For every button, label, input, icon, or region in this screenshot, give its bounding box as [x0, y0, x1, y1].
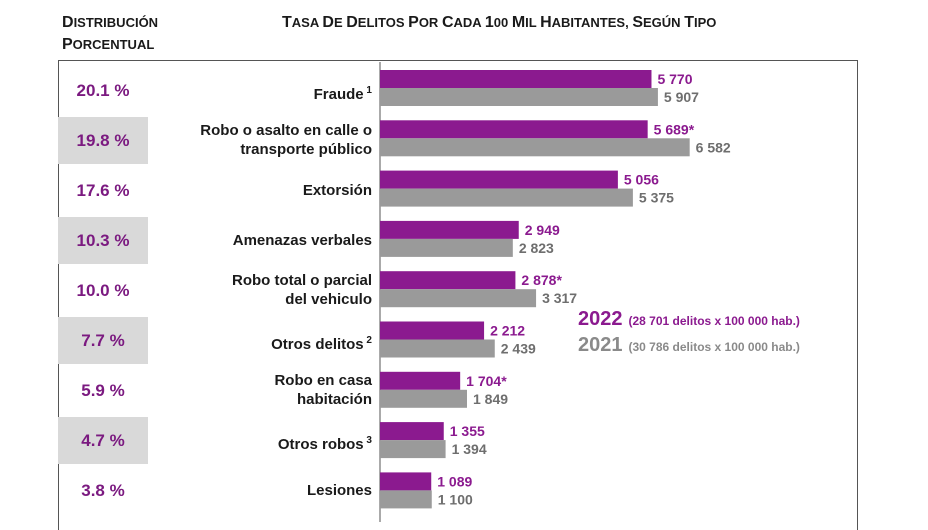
data-label-2021-2: 5 375	[639, 190, 674, 206]
chart-frame	[58, 60, 858, 530]
percent-cell-3: 10.3 %	[58, 217, 148, 264]
footnote-marker: 2	[363, 334, 372, 346]
bar-2022-3	[380, 220, 519, 239]
percent-cell-1: 19.8 %	[58, 117, 148, 164]
category-label-3: Amenazas verbales	[232, 231, 372, 249]
data-label-2021-0: 5 907	[664, 89, 699, 105]
data-label-2022-3: 2 949	[525, 222, 560, 238]
bar-2022-7	[380, 422, 444, 441]
bar-2022-6	[380, 371, 461, 390]
percent-cell-6: 5.9 %	[81, 380, 125, 400]
bar-2021-7	[380, 440, 446, 459]
category-label-2: Extorsión	[302, 181, 372, 199]
data-label-2022-2: 5 056	[624, 172, 659, 188]
footnote-marker: 3	[363, 434, 372, 446]
category-label-0: Fraude 1	[313, 84, 372, 103]
bar-2022-1	[380, 120, 648, 139]
data-label-2022-5: 2 212	[490, 323, 525, 339]
data-label-2022-0: 5 770	[657, 71, 692, 87]
header-distribution: Distribución Porcentual	[62, 14, 159, 53]
data-label-2022-1: 5 689*	[654, 121, 695, 137]
percent-cell-4: 10.0 %	[76, 280, 130, 300]
category-label-6: Robo en casa habitación	[274, 372, 372, 408]
category-label-4: Robo total o parcial del vehiculo	[231, 272, 372, 308]
percent-cell-0: 20.1 %	[76, 80, 130, 100]
bar-2022-8	[380, 472, 432, 491]
bar-2021-5	[380, 339, 495, 358]
legend-2021-year: 2021	[578, 334, 623, 356]
bar-2021-8	[380, 490, 432, 509]
legend-2021: 2021 (30 786 delitos x 100 000 hab.)	[578, 334, 800, 360]
bar-2021-2	[380, 188, 633, 207]
legend: 2022 (28 701 delitos x 100 000 hab.) 202…	[578, 308, 800, 360]
data-label-2021-5: 2 439	[501, 341, 536, 357]
category-label-8: Lesiones	[306, 481, 372, 499]
bar-2021-6	[380, 389, 467, 408]
data-label-2021-1: 6 582	[696, 139, 731, 155]
bar-2022-0	[380, 70, 652, 88]
chart-title: Tasa De Delitos Por Cada 100 Mil Habitan…	[282, 14, 717, 31]
data-label-2021-3: 2 823	[519, 240, 554, 256]
legend-2022: 2022 (28 701 delitos x 100 000 hab.)	[578, 308, 800, 334]
bar-2021-0	[380, 88, 658, 106]
footnote-marker: 1	[363, 84, 372, 96]
data-label-2021-7: 1 394	[452, 441, 487, 457]
bar-2021-4	[380, 289, 537, 308]
data-label-2021-8: 1 100	[438, 491, 473, 507]
category-label-7: Otros robos 3	[277, 434, 372, 453]
data-label-2022-6: 1 704*	[466, 373, 507, 389]
legend-2022-note: (28 701 delitos x 100 000 hab.)	[628, 314, 800, 328]
bar-2022-2	[380, 170, 618, 189]
bar-2021-3	[380, 238, 513, 257]
bar-2022-4	[380, 271, 516, 290]
category-label-1: Robo o asalto en calle o transporte públi…	[200, 122, 372, 158]
legend-2022-year: 2022	[578, 308, 623, 330]
data-label-2022-4: 2 878*	[521, 272, 562, 288]
percent-cell-5: 7.7 %	[58, 317, 148, 364]
percent-column: 20.1 % 19.8 % 17.6 % 10.3 % 10.0 % 7.7 % 5.9 %…	[58, 60, 148, 522]
percent-cell-7: 4.7 %	[58, 417, 148, 464]
data-label-2021-6: 1 849	[473, 391, 508, 407]
data-label-2022-8: 1 089	[437, 473, 472, 489]
data-label-2022-7: 1 355	[450, 423, 485, 439]
category-label-5: Otros delitos 2	[271, 334, 372, 353]
bar-2022-5	[380, 321, 485, 340]
percent-cell-8: 3.8 %	[81, 480, 125, 500]
legend-2021-note: (30 786 delitos x 100 000 hab.)	[628, 340, 800, 354]
data-label-2021-4: 3 317	[542, 290, 577, 306]
bar-2021-1	[380, 138, 690, 157]
percent-cell-2: 17.6 %	[76, 180, 130, 200]
